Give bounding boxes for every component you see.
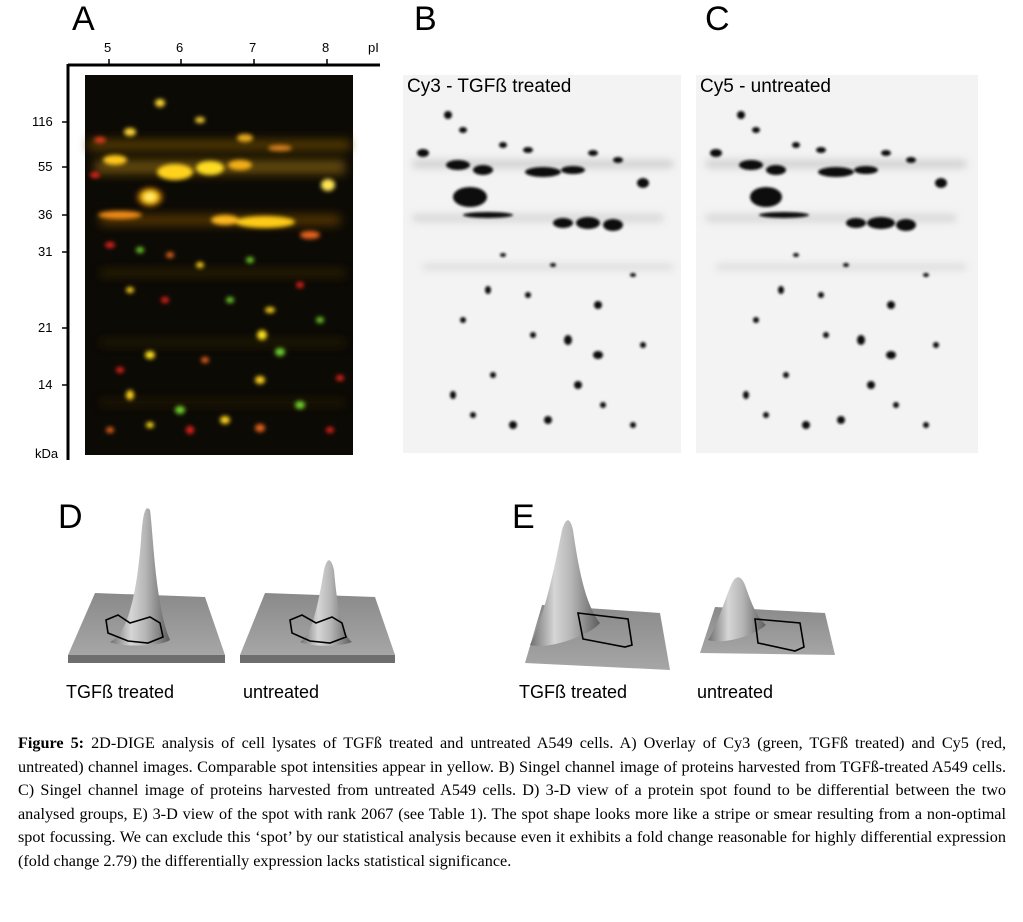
- panel-e-letter: E: [512, 498, 535, 536]
- mw-tick-label: 14: [38, 377, 53, 392]
- panel-c-title: Cy5 - untreated: [700, 76, 831, 97]
- pi-tick-label: 8: [322, 40, 330, 55]
- panel-e-3d-view: [525, 520, 835, 670]
- figure-caption-label: Figure 5:: [18, 734, 85, 752]
- panel-d-label-treated: TGFß treated: [66, 682, 175, 702]
- pi-axis-unit: pI: [368, 40, 379, 55]
- panel-c-letter: C: [705, 0, 730, 38]
- gel-spots: [417, 111, 649, 429]
- surface-treated: [525, 520, 670, 670]
- pi-tick-label: 6: [176, 40, 184, 55]
- mw-tick-label: 21: [38, 320, 53, 335]
- panel-a-letter: A: [72, 0, 95, 38]
- pi-tick-label: 5: [104, 40, 112, 55]
- panel-d-3d-view: [68, 508, 395, 663]
- pi-tick-label: 7: [249, 40, 257, 55]
- surface-untreated: [700, 577, 835, 655]
- mw-tick-label: 116: [32, 114, 53, 129]
- figure-caption: Figure 5: 2D-DIGE analysis of cell lysat…: [18, 732, 1006, 874]
- figure-caption-text: 2D-DIGE analysis of cell lysates of TGFß…: [18, 734, 1006, 870]
- panel-d-letter: D: [58, 498, 83, 536]
- panel-e-label-treated: TGFß treated: [519, 682, 628, 702]
- panel-d-label-untreated: untreated: [243, 682, 320, 702]
- pi-ticks: [108, 59, 328, 65]
- panel-b-title: Cy3 - TGFß treated: [407, 76, 572, 97]
- gel-spots: [710, 111, 947, 429]
- panel-c-gel: [696, 75, 978, 453]
- panel-e-label-untreated: untreated: [697, 682, 774, 702]
- mw-ticks: [62, 121, 68, 386]
- mw-tick-label: 31: [38, 244, 53, 259]
- panel-b-gel: [403, 75, 681, 453]
- panel-a-figure: [62, 59, 380, 460]
- overlay-spots: [90, 99, 344, 434]
- mw-tick-label: 55: [38, 159, 53, 174]
- mw-tick-label: 36: [38, 207, 53, 222]
- mw-axis-unit: kDa: [35, 446, 59, 461]
- surface-untreated: [240, 560, 395, 663]
- surface-treated: [68, 508, 225, 663]
- panel-b-letter: B: [414, 0, 437, 38]
